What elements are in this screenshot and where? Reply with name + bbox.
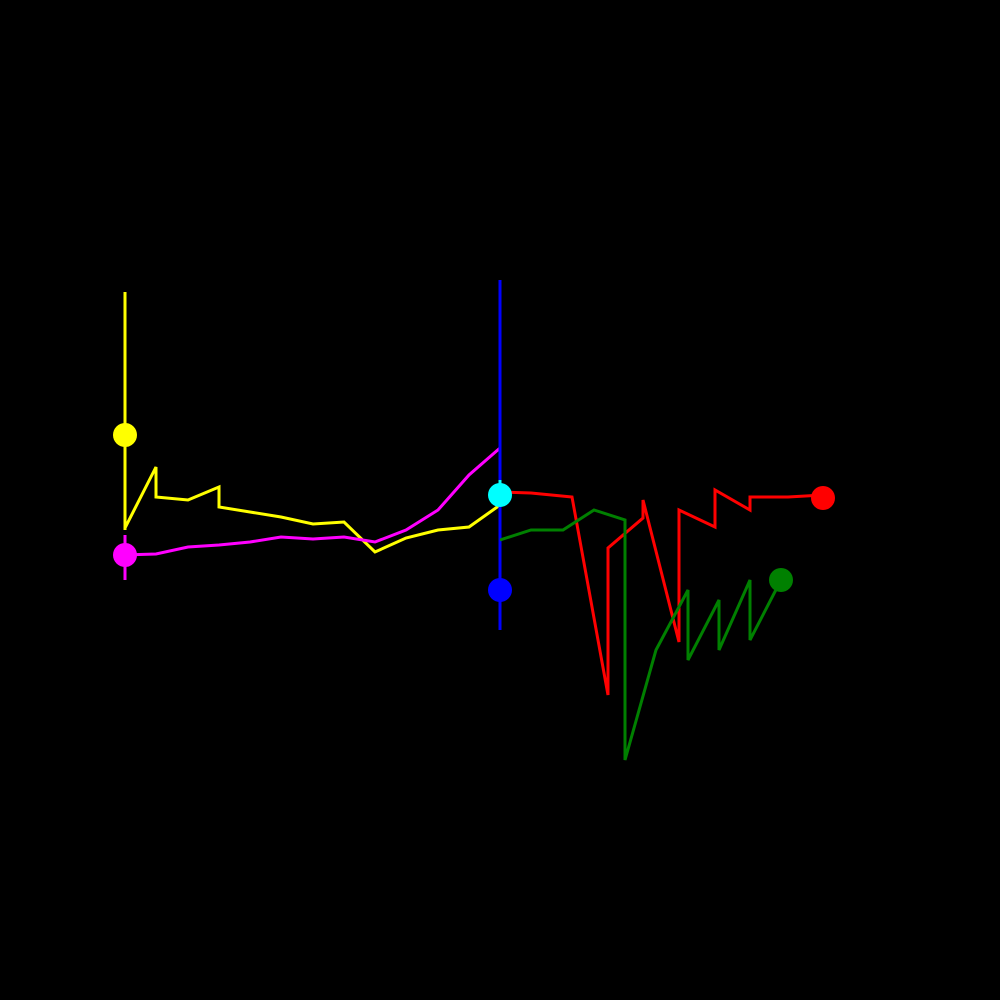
- series-line-6: [499, 508, 783, 761]
- marker-layer: [113, 423, 835, 602]
- series-layer: [123, 280, 824, 761]
- series-line-5: [499, 487, 824, 696]
- series-endpoint-marker-1: [113, 423, 137, 447]
- series-endpoint-marker-5: [811, 486, 835, 510]
- series-line-1: [123, 292, 501, 554]
- series-line-2: [123, 446, 501, 580]
- series-endpoint-marker-6: [769, 568, 793, 592]
- series-endpoint-marker-4: [488, 483, 512, 507]
- series-endpoint-marker-2: [113, 543, 137, 567]
- series-endpoint-marker-3: [488, 578, 512, 602]
